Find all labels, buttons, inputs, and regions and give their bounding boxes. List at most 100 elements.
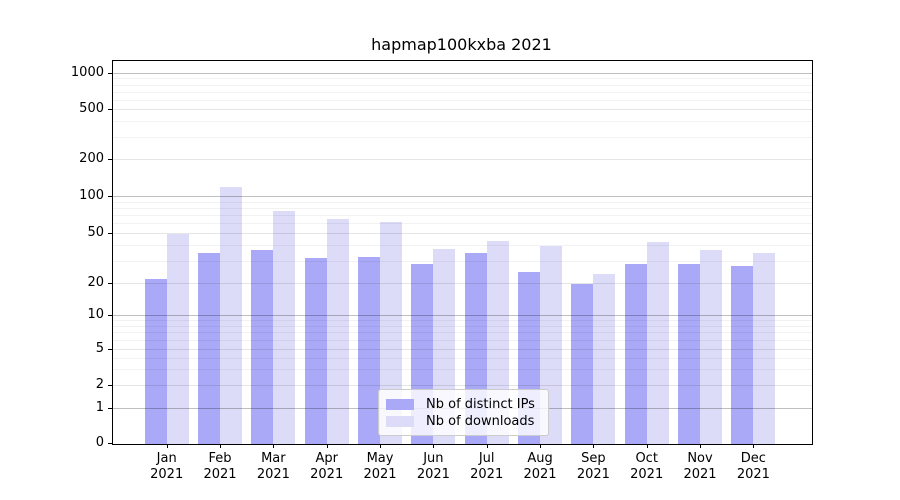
bar-nb-of-distinct-ips-may-2021: [358, 256, 381, 444]
grid-layer: [113, 61, 812, 444]
gridline-major-200: [113, 159, 812, 160]
bar-nb-of-distinct-ips-feb-2021: [198, 253, 221, 444]
chart-title: hapmap100kxba 2021: [371, 35, 552, 54]
gridline-minor-6: [113, 340, 812, 342]
x-tick-oct-2021: [646, 444, 648, 448]
bar-nb-of-distinct-ips-dec-2021: [731, 265, 754, 444]
x-tick-feb-2021: [220, 444, 222, 448]
bar-nb-of-downloads-nov-2021: [700, 250, 723, 444]
bar-nb-of-downloads-apr-2021: [326, 219, 349, 444]
gridline-minor-8: [113, 325, 812, 327]
gridline-minor-900: [113, 78, 812, 80]
legend: Nb of distinct IPs Nb of downloads: [378, 389, 549, 436]
bar-nb-of-downloads-mar-2021: [273, 210, 296, 444]
bar-nb-of-downloads-may-2021: [380, 221, 403, 444]
x-tick-aug-2021: [540, 444, 542, 448]
gridline-major-5: [113, 349, 812, 350]
gridline-minor-4: [113, 357, 812, 359]
y-tick-label-1: 1: [95, 400, 104, 415]
x-tick-label-oct-2021: Oct 2021: [630, 451, 664, 482]
x-tick-jan-2021: [166, 444, 168, 448]
y-tick-label-0: 0: [95, 435, 104, 450]
bar-nb-of-downloads-jan-2021: [166, 234, 189, 444]
x-tick-label-nov-2021: Nov 2021: [683, 451, 717, 482]
gridline-minor-300: [113, 136, 812, 138]
x-tick-may-2021: [380, 444, 382, 448]
bar-nb-of-distinct-ips-sep-2021: [571, 284, 594, 444]
plot-area: [112, 60, 813, 445]
y-tick-0: [108, 443, 112, 444]
y-tick-5: [108, 349, 112, 350]
x-tick-nov-2021: [700, 444, 702, 448]
bar-nb-of-downloads-sep-2021: [593, 274, 616, 444]
y-tick-1: [108, 408, 112, 409]
x-tick-label-may-2021: May 2021: [363, 451, 397, 482]
x-tick-apr-2021: [326, 444, 328, 448]
gridline-decade-1000: [113, 73, 812, 74]
gridline-minor-40: [113, 245, 812, 247]
legend-item: Nb of distinct IPs: [386, 396, 541, 413]
bar-nb-of-distinct-ips-apr-2021: [304, 258, 327, 444]
x-tick-label-aug-2021: Aug 2021: [523, 451, 557, 482]
bar-nb-of-distinct-ips-mar-2021: [251, 250, 274, 444]
gridline-minor-60: [113, 223, 812, 225]
y-tick-10: [108, 315, 112, 316]
gridline-major-50: [113, 233, 812, 234]
legend-label: Nb of downloads: [426, 414, 535, 429]
bar-nb-of-downloads-feb-2021: [220, 187, 243, 444]
legend-swatch-downloads: [386, 416, 414, 427]
x-tick-label-feb-2021: Feb 2021: [203, 451, 237, 482]
y-tick-2: [108, 385, 112, 386]
gridline-minor-9: [113, 320, 812, 322]
x-tick-dec-2021: [753, 444, 755, 448]
gridline-minor-600: [113, 99, 812, 101]
y-tick-label-50: 50: [87, 225, 104, 240]
legend-swatch-distinct-ips: [386, 399, 414, 410]
gridline-decade-100: [113, 196, 812, 197]
gridline-minor-800: [113, 84, 812, 86]
x-tick-jun-2021: [433, 444, 435, 448]
y-tick-label-2: 2: [95, 377, 104, 392]
gridline-major-500: [113, 109, 812, 110]
y-tick-500: [108, 109, 112, 110]
gridline-minor-7: [113, 332, 812, 334]
gridline-minor-90: [113, 201, 812, 203]
gridline-minor-80: [113, 207, 812, 209]
x-tick-label-jun-2021: Jun 2021: [416, 451, 450, 482]
x-tick-label-sep-2021: Sep 2021: [576, 451, 610, 482]
y-tick-label-100: 100: [79, 188, 104, 203]
gridline-major-2: [113, 385, 812, 386]
x-tick-label-dec-2021: Dec 2021: [736, 451, 770, 482]
y-tick-label-5: 5: [95, 341, 104, 356]
gridline-minor-400: [113, 121, 812, 123]
y-tick-label-10: 10: [87, 307, 104, 322]
bar-nb-of-downloads-oct-2021: [646, 242, 669, 444]
y-tick-200: [108, 159, 112, 160]
gridline-minor-30: [113, 260, 812, 262]
legend-item: Nb of downloads: [386, 413, 541, 430]
x-tick-mar-2021: [273, 444, 275, 448]
y-tick-label-20: 20: [87, 275, 104, 290]
bar-nb-of-distinct-ips-oct-2021: [624, 263, 647, 444]
legend-label: Nb of distinct IPs: [426, 397, 535, 412]
y-tick-100: [108, 196, 112, 197]
x-tick-jul-2021: [486, 444, 488, 448]
y-tick-1000: [108, 73, 112, 74]
gridline-minor-70: [113, 215, 812, 217]
x-tick-label-apr-2021: Apr 2021: [310, 451, 344, 482]
y-tick-20: [108, 283, 112, 284]
gridline-decade-10: [113, 315, 812, 316]
x-tick-sep-2021: [593, 444, 595, 448]
y-tick-label-1000: 1000: [70, 65, 104, 80]
x-tick-label-jul-2021: Jul 2021: [470, 451, 504, 482]
bar-nb-of-downloads-dec-2021: [753, 253, 776, 444]
y-tick-label-200: 200: [79, 151, 104, 166]
gridline-minor-3: [113, 369, 812, 371]
y-tick-50: [108, 233, 112, 234]
x-tick-label-jan-2021: Jan 2021: [150, 451, 184, 482]
y-tick-label-500: 500: [79, 101, 104, 116]
bar-nb-of-distinct-ips-jan-2021: [144, 278, 167, 444]
gridline-major-20: [113, 283, 812, 284]
bar-nb-of-distinct-ips-nov-2021: [678, 263, 701, 444]
